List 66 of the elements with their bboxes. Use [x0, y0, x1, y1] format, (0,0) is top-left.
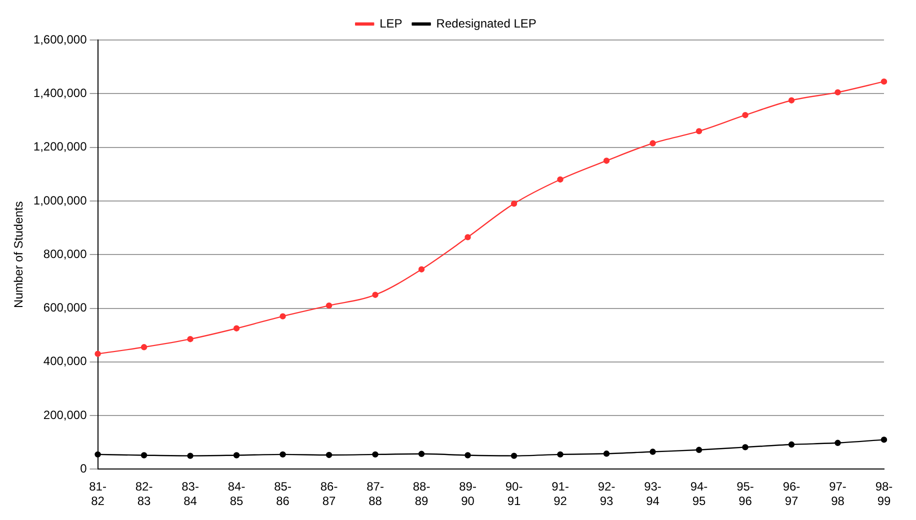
x-tick-label: 92-93: [598, 480, 616, 508]
point: [510, 452, 518, 459]
x-tick-label: 96-97: [782, 480, 800, 508]
point: [880, 436, 888, 443]
point: [372, 292, 378, 298]
x-tick-label: 82-83: [135, 480, 153, 508]
point: [280, 313, 286, 320]
point: [834, 89, 841, 96]
x-tick-label: 93-94: [644, 480, 662, 508]
y-tick-label: 1,000,000: [33, 193, 88, 208]
point: [140, 452, 148, 458]
x-tick-label: 95-96: [736, 480, 754, 508]
y-axis-title: Number of Students: [12, 201, 26, 308]
y-tick-label: 0: [80, 462, 88, 476]
point: [603, 450, 610, 457]
point: [742, 112, 748, 118]
point: [418, 266, 425, 272]
point: [788, 441, 795, 448]
point: [464, 234, 471, 240]
y-tick-label: 1,600,000: [33, 32, 88, 46]
point: [94, 350, 101, 357]
point: [372, 451, 378, 458]
point: [650, 140, 656, 146]
point: [418, 450, 425, 458]
y-tick-label: 400,000: [43, 354, 88, 368]
point: [696, 446, 702, 453]
x-tick-label: 89-90: [459, 480, 476, 508]
point: [326, 302, 332, 309]
point: [696, 128, 702, 134]
point: [603, 158, 610, 164]
x-tick-label: 88-89: [412, 480, 430, 508]
x-tick-label: 98-99: [875, 480, 893, 508]
point: [510, 200, 518, 207]
x-tick-label: 87-88: [366, 480, 384, 508]
point: [280, 451, 286, 458]
point: [233, 325, 240, 332]
point: [187, 452, 194, 459]
x-tick-label: 97-98: [829, 480, 846, 508]
point: [557, 176, 564, 183]
legend-label: Redesignated LEP: [436, 16, 536, 30]
x-tick-label: 81-82: [89, 480, 106, 508]
point: [233, 452, 240, 458]
y-tick-label: 1,200,000: [33, 140, 88, 154]
point: [140, 344, 148, 350]
x-tick-label: 91-92: [552, 480, 569, 508]
y-tick-label: 600,000: [43, 300, 88, 315]
legend-label: LEP: [380, 16, 402, 30]
x-tick-label: 90-91: [505, 480, 523, 508]
point: [326, 452, 332, 458]
y-tick-label: 1,400,000: [33, 86, 88, 100]
point: [94, 451, 101, 458]
point: [880, 78, 888, 85]
x-tick-label: 94-95: [690, 480, 708, 508]
point: [834, 440, 841, 446]
point: [187, 336, 194, 342]
point: [464, 452, 471, 458]
x-tick-label: 85-86: [274, 480, 292, 508]
point: [557, 451, 564, 458]
point: [788, 97, 795, 104]
point: [742, 444, 748, 450]
x-tick-label: 86-87: [320, 480, 338, 508]
y-tick-label: 800,000: [43, 246, 88, 261]
x-tick-label: 83-84: [182, 480, 199, 508]
y-tick-label: 200,000: [43, 408, 88, 422]
point: [650, 448, 656, 455]
x-tick-label: 84-85: [228, 480, 246, 508]
